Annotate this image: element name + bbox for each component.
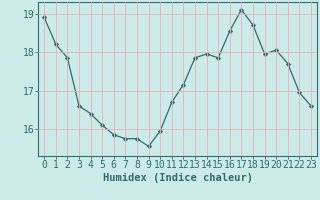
X-axis label: Humidex (Indice chaleur): Humidex (Indice chaleur) [103, 173, 252, 183]
